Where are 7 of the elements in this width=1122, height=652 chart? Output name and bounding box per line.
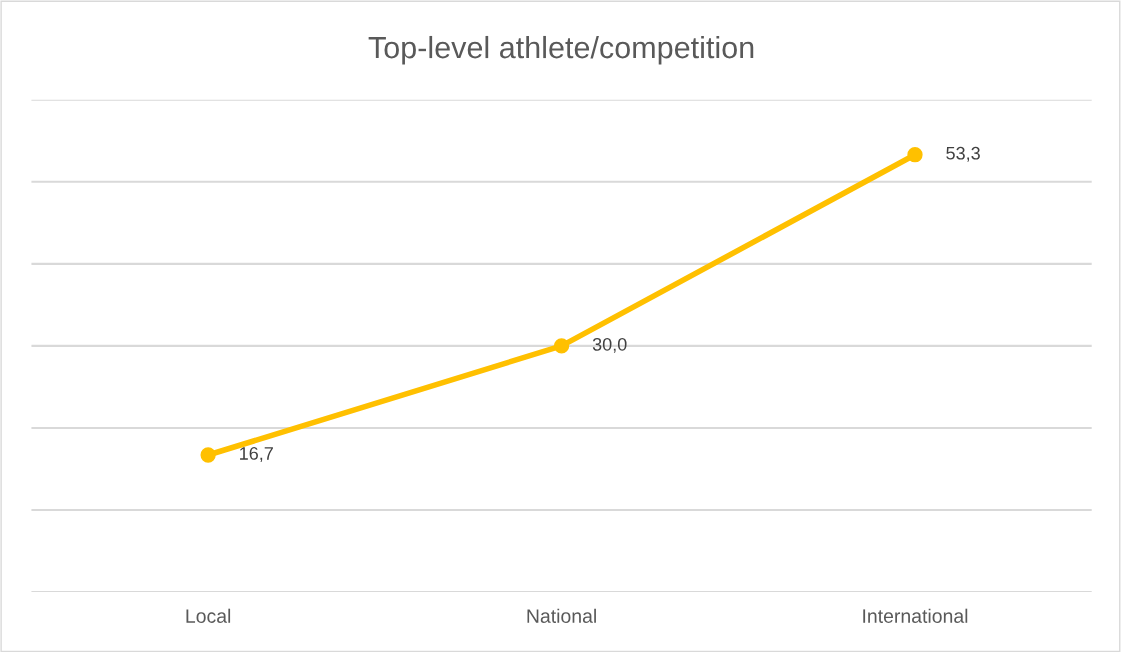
- data-label: 30,0: [592, 337, 627, 353]
- chart-title: Top-level athlete/competition: [368, 35, 754, 65]
- data-label: 16,7: [240, 447, 273, 462]
- data-label: 53,3: [946, 146, 980, 162]
- x-tick-label: National: [527, 608, 596, 623]
- x-tick-label: International: [863, 608, 968, 623]
- x-tick-label: Local: [186, 608, 231, 623]
